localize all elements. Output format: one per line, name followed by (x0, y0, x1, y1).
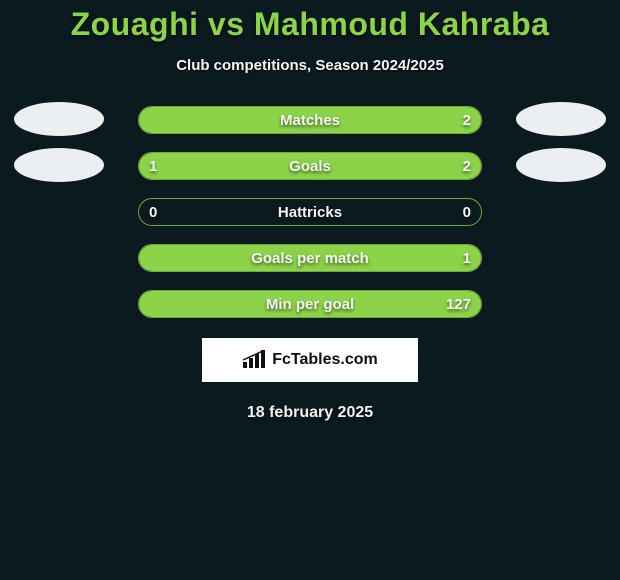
page-title: Zouaghi vs Mahmoud Kahraba (0, 6, 620, 43)
stat-row-goals-per-match: Goals per match 1 (0, 244, 620, 272)
generated-date: 18 february 2025 (0, 404, 620, 422)
page-subtitle: Club competitions, Season 2024/2025 (0, 57, 620, 74)
bar-track: Min per goal 127 (138, 290, 482, 318)
player-right-avatar (516, 102, 606, 136)
player-right-avatar (516, 148, 606, 182)
bar-fill-right (139, 291, 481, 317)
stat-left-value: 0 (149, 199, 157, 225)
stat-right-value: 0 (463, 199, 471, 225)
stat-row-matches: Matches 2 (0, 106, 620, 134)
bar-track: Matches 2 (138, 106, 482, 134)
bar-fill-right (242, 153, 481, 179)
player-left-avatar (14, 102, 104, 136)
comparison-chart: Matches 2 1 Goals 2 0 Hattricks 0 (0, 106, 620, 318)
bar-fill-right (139, 245, 481, 271)
stat-label: Hattricks (139, 199, 481, 225)
brand-badge: FcTables.com (202, 338, 418, 382)
bar-track: Goals per match 1 (138, 244, 482, 272)
stat-row-min-per-goal: Min per goal 127 (0, 290, 620, 318)
stat-row-goals: 1 Goals 2 (0, 152, 620, 180)
bar-fill-left (139, 153, 242, 179)
bar-chart-icon (242, 350, 266, 370)
brand-text: FcTables.com (272, 351, 378, 369)
bar-track: 0 Hattricks 0 (138, 198, 482, 226)
stat-row-hattricks: 0 Hattricks 0 (0, 198, 620, 226)
page-root: Zouaghi vs Mahmoud Kahraba Club competit… (0, 0, 620, 580)
player-left-avatar (14, 148, 104, 182)
bar-fill-right (139, 107, 481, 133)
bar-track: 1 Goals 2 (138, 152, 482, 180)
